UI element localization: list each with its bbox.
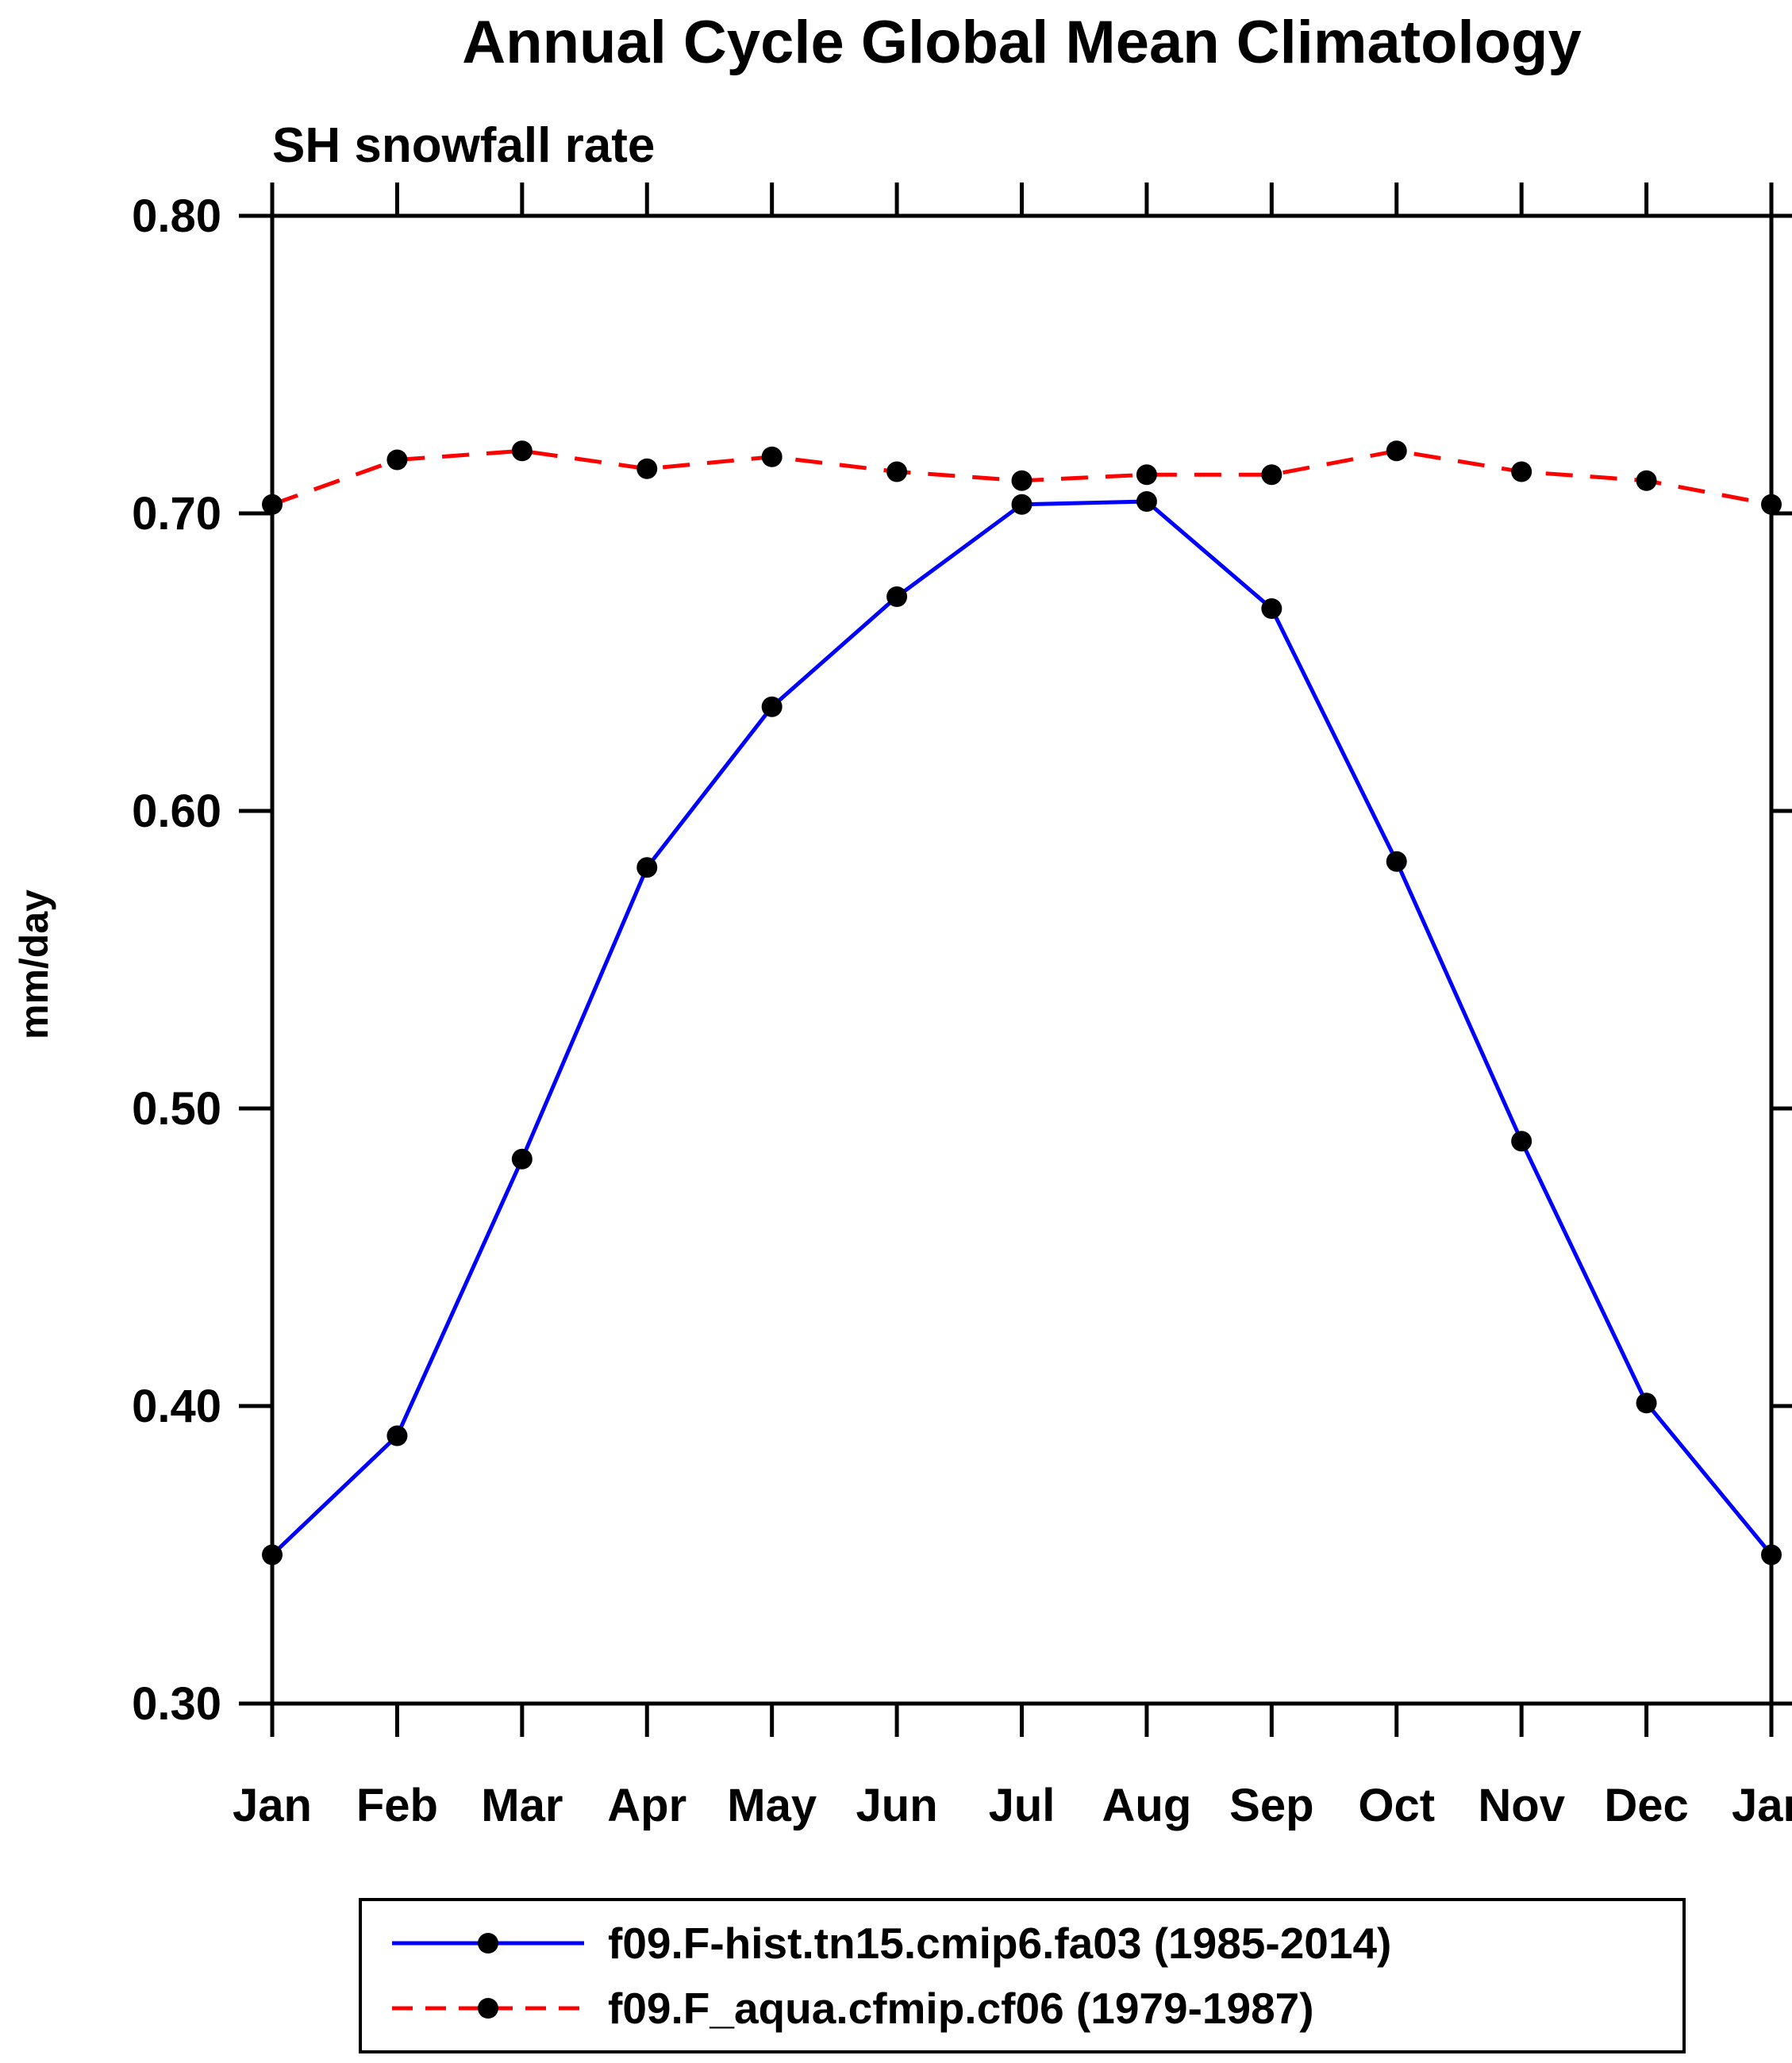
data-point-marker	[511, 1148, 533, 1170]
y-tick-label: 0.40	[132, 1381, 221, 1432]
data-point-marker	[1386, 851, 1407, 872]
x-tick-label: Jun	[856, 1780, 938, 1831]
legend-item-hist: f09.F-hist.tn15.cmip6.fa03 (1985-2014)	[389, 1918, 1682, 1969]
data-point-marker	[262, 494, 283, 515]
legend-item-aqua: f09.F_aqua.cfmip.cf06 (1979-1987)	[389, 1983, 1682, 2034]
y-tick-label: 0.50	[132, 1083, 221, 1135]
data-point-marker	[1136, 464, 1157, 486]
x-tick-label: Apr	[607, 1780, 686, 1831]
data-point-marker	[1011, 494, 1033, 515]
x-tick-label: Sep	[1229, 1780, 1313, 1831]
data-point-marker	[886, 461, 908, 482]
data-point-marker	[1261, 464, 1282, 486]
data-point-marker	[1636, 470, 1657, 491]
y-tick-label: 0.60	[132, 786, 221, 837]
legend-marker-dot	[478, 1933, 498, 1954]
plot-frame	[270, 213, 1774, 1706]
data-point-marker	[386, 1425, 408, 1446]
data-point-marker	[761, 696, 783, 717]
data-point-marker	[1261, 598, 1282, 619]
x-tick-label: Feb	[356, 1780, 438, 1831]
x-tick-label: Aug	[1102, 1780, 1192, 1831]
data-point-marker	[636, 458, 658, 479]
y-tick-label: 0.80	[132, 190, 221, 242]
legend-dashed-line-sample	[392, 1998, 584, 2019]
data-point-marker	[886, 586, 908, 607]
data-point-marker	[511, 440, 533, 462]
data-point-marker	[1136, 491, 1157, 512]
y-tick-label: 0.30	[132, 1678, 221, 1730]
data-point-marker	[636, 857, 658, 878]
x-tick-label: Jan	[233, 1780, 312, 1831]
data-point-marker	[262, 1544, 283, 1565]
x-tick-label: Oct	[1358, 1780, 1435, 1831]
data-point-marker	[761, 446, 783, 467]
chart-subtitle: SH snowfall rate	[272, 118, 656, 173]
data-point-marker	[1386, 440, 1407, 462]
data-point-marker	[386, 449, 408, 471]
y-tick-label: 0.70	[132, 488, 221, 540]
data-point-marker	[1761, 494, 1782, 515]
chart-title: Annual Cycle Global Mean Climatology	[462, 9, 1582, 76]
legend: f09.F-hist.tn15.cmip6.fa03 (1985-2014) f…	[359, 1898, 1686, 2053]
data-point-marker	[1011, 470, 1033, 491]
x-tick-label: Jan	[1732, 1780, 1792, 1831]
legend-label-aqua: f09.F_aqua.cfmip.cf06 (1979-1987)	[608, 1984, 1314, 2033]
legend-label-hist: f09.F-hist.tn15.cmip6.fa03 (1985-2014)	[608, 1919, 1392, 1968]
x-tick-label: Mar	[481, 1780, 563, 1831]
data-point-marker	[1636, 1393, 1657, 1414]
series-line-solid	[271, 499, 1773, 1557]
x-tick-label: Jul	[989, 1780, 1056, 1831]
x-tick-label: Nov	[1478, 1780, 1565, 1831]
legend-marker-dot	[478, 1998, 498, 2019]
x-tick-label: May	[727, 1780, 817, 1831]
data-point-marker	[1511, 1131, 1532, 1152]
x-tick-label: Dec	[1604, 1780, 1688, 1831]
data-point-marker	[1511, 461, 1532, 482]
legend-solid-line-sample	[392, 1933, 584, 1954]
data-point-marker	[1761, 1544, 1782, 1565]
